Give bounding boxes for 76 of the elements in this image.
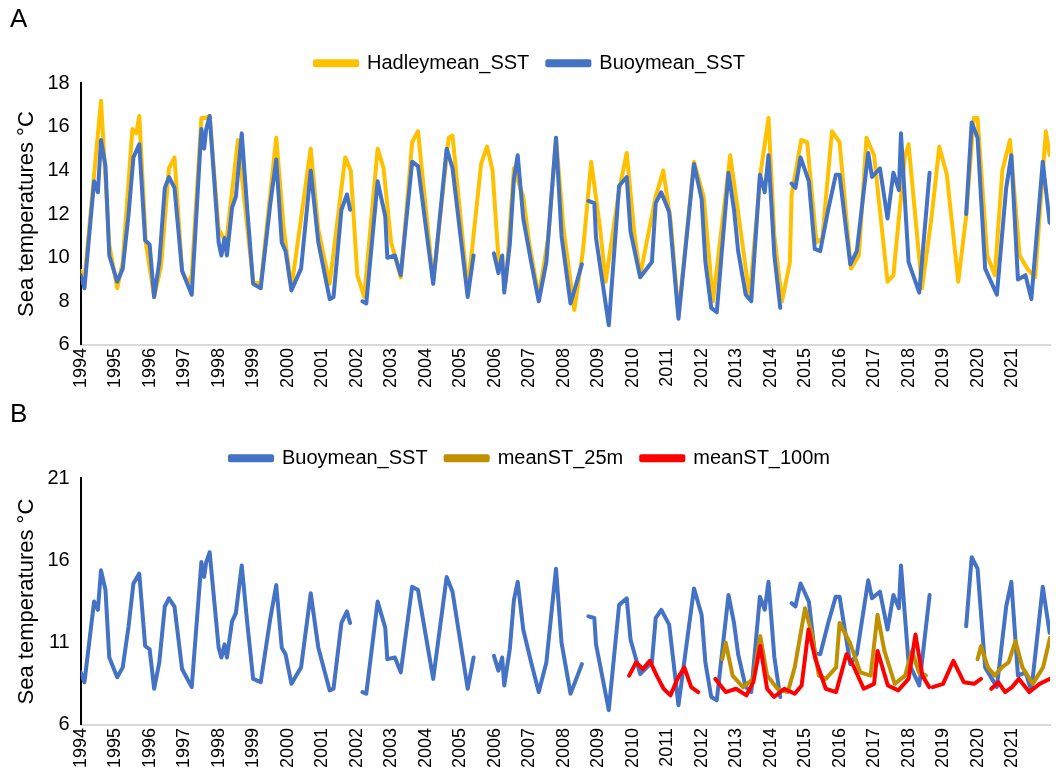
- y-tick-label: 18: [47, 70, 70, 93]
- x-tick-label: 1998: [207, 347, 228, 388]
- x-tick-label: 2009: [587, 727, 608, 768]
- y-tick-label: 8: [58, 288, 70, 311]
- x-tick-label: 1998: [207, 727, 228, 768]
- x-tick-label: 2010: [621, 347, 642, 388]
- y-axis-title: Sea temperatures °C: [13, 111, 39, 317]
- y-tick-label: 16: [47, 547, 70, 570]
- x-tick-label: 2018: [897, 347, 918, 388]
- legend-label: meanST_25m: [497, 445, 624, 469]
- x-tick-label: 2008: [552, 347, 573, 388]
- x-tick-label: 2009: [587, 347, 608, 388]
- x-tick-label: 2000: [276, 727, 297, 768]
- x-tick-label: 2002: [345, 727, 366, 768]
- x-tick-label: 2020: [966, 347, 987, 388]
- x-tick-label: 2006: [483, 347, 504, 388]
- legend-label: Hadleymean_SST: [367, 50, 530, 74]
- y-tick-label: 16: [47, 114, 70, 137]
- x-tick-label: 2013: [725, 347, 746, 388]
- x-tick-label: 2011: [656, 347, 677, 387]
- x-tick-label: 2019: [932, 347, 953, 388]
- x-tick-label: 2004: [414, 347, 435, 388]
- x-tick-label: 2005: [449, 727, 470, 768]
- x-tick-label: 2006: [483, 727, 504, 768]
- x-tick-label: 1996: [138, 727, 159, 768]
- y-tick-label: 14: [47, 157, 70, 180]
- x-tick-label: 2003: [380, 727, 401, 768]
- x-tick-label: 2002: [345, 347, 366, 388]
- x-tick-label: 1999: [242, 347, 263, 388]
- x-tick-label: 2021: [1001, 727, 1022, 768]
- x-tick-label: 2016: [828, 347, 849, 388]
- x-tick-label: 2015: [794, 347, 815, 388]
- x-tick-label: 2017: [863, 727, 884, 768]
- y-tick-label: 12: [47, 201, 70, 224]
- x-tick-label: 1995: [104, 727, 125, 768]
- x-tick-label: 2004: [414, 727, 435, 768]
- x-tick-label: 1999: [242, 727, 263, 768]
- x-tick-label: 2013: [725, 727, 746, 768]
- legend-label: Buoymean_SST: [282, 445, 428, 469]
- y-tick-label: 10: [47, 245, 70, 268]
- x-tick-label: 1997: [173, 347, 194, 388]
- x-tick-label: 2021: [1001, 347, 1022, 388]
- x-tick-label: 2020: [966, 727, 987, 768]
- y-tick-label: 6: [58, 712, 70, 735]
- y-tick-label: 11: [48, 630, 70, 653]
- x-tick-label: 2007: [518, 727, 539, 768]
- y-tick-label: 6: [58, 332, 70, 355]
- x-tick-label: 2001: [311, 727, 332, 768]
- x-tick-label: 2001: [311, 347, 332, 388]
- x-tick-label: 2012: [690, 727, 711, 768]
- chart-title: B: [10, 397, 28, 428]
- x-tick-label: 2007: [518, 347, 539, 388]
- x-tick-label: 2017: [863, 347, 884, 388]
- legend-label: Buoymean_SST: [599, 50, 745, 74]
- x-tick-label: 2008: [552, 727, 573, 768]
- legend-label: meanST_100m: [693, 445, 831, 469]
- x-tick-label: 1994: [69, 347, 90, 388]
- chart-title: A: [10, 2, 28, 33]
- x-tick-label: 2011: [656, 727, 677, 767]
- x-tick-label: 2016: [828, 727, 849, 768]
- x-tick-label: 2005: [449, 347, 470, 388]
- x-tick-label: 2015: [794, 727, 815, 768]
- x-tick-label: 1994: [69, 727, 90, 768]
- x-tick-label: 2014: [759, 727, 780, 768]
- x-tick-label: 2010: [621, 727, 642, 768]
- x-tick-label: 2014: [759, 347, 780, 388]
- x-tick-label: 2000: [276, 347, 297, 388]
- y-axis-title: Sea temperatures °C: [13, 498, 39, 705]
- y-tick-label: 21: [47, 465, 70, 488]
- x-tick-label: 1995: [104, 347, 125, 388]
- x-tick-label: 2018: [897, 727, 918, 768]
- x-tick-label: 1997: [173, 727, 194, 768]
- x-tick-label: 2012: [690, 347, 711, 388]
- x-tick-label: 2019: [932, 727, 953, 768]
- x-tick-label: 1996: [138, 347, 159, 388]
- x-tick-label: 2003: [380, 347, 401, 388]
